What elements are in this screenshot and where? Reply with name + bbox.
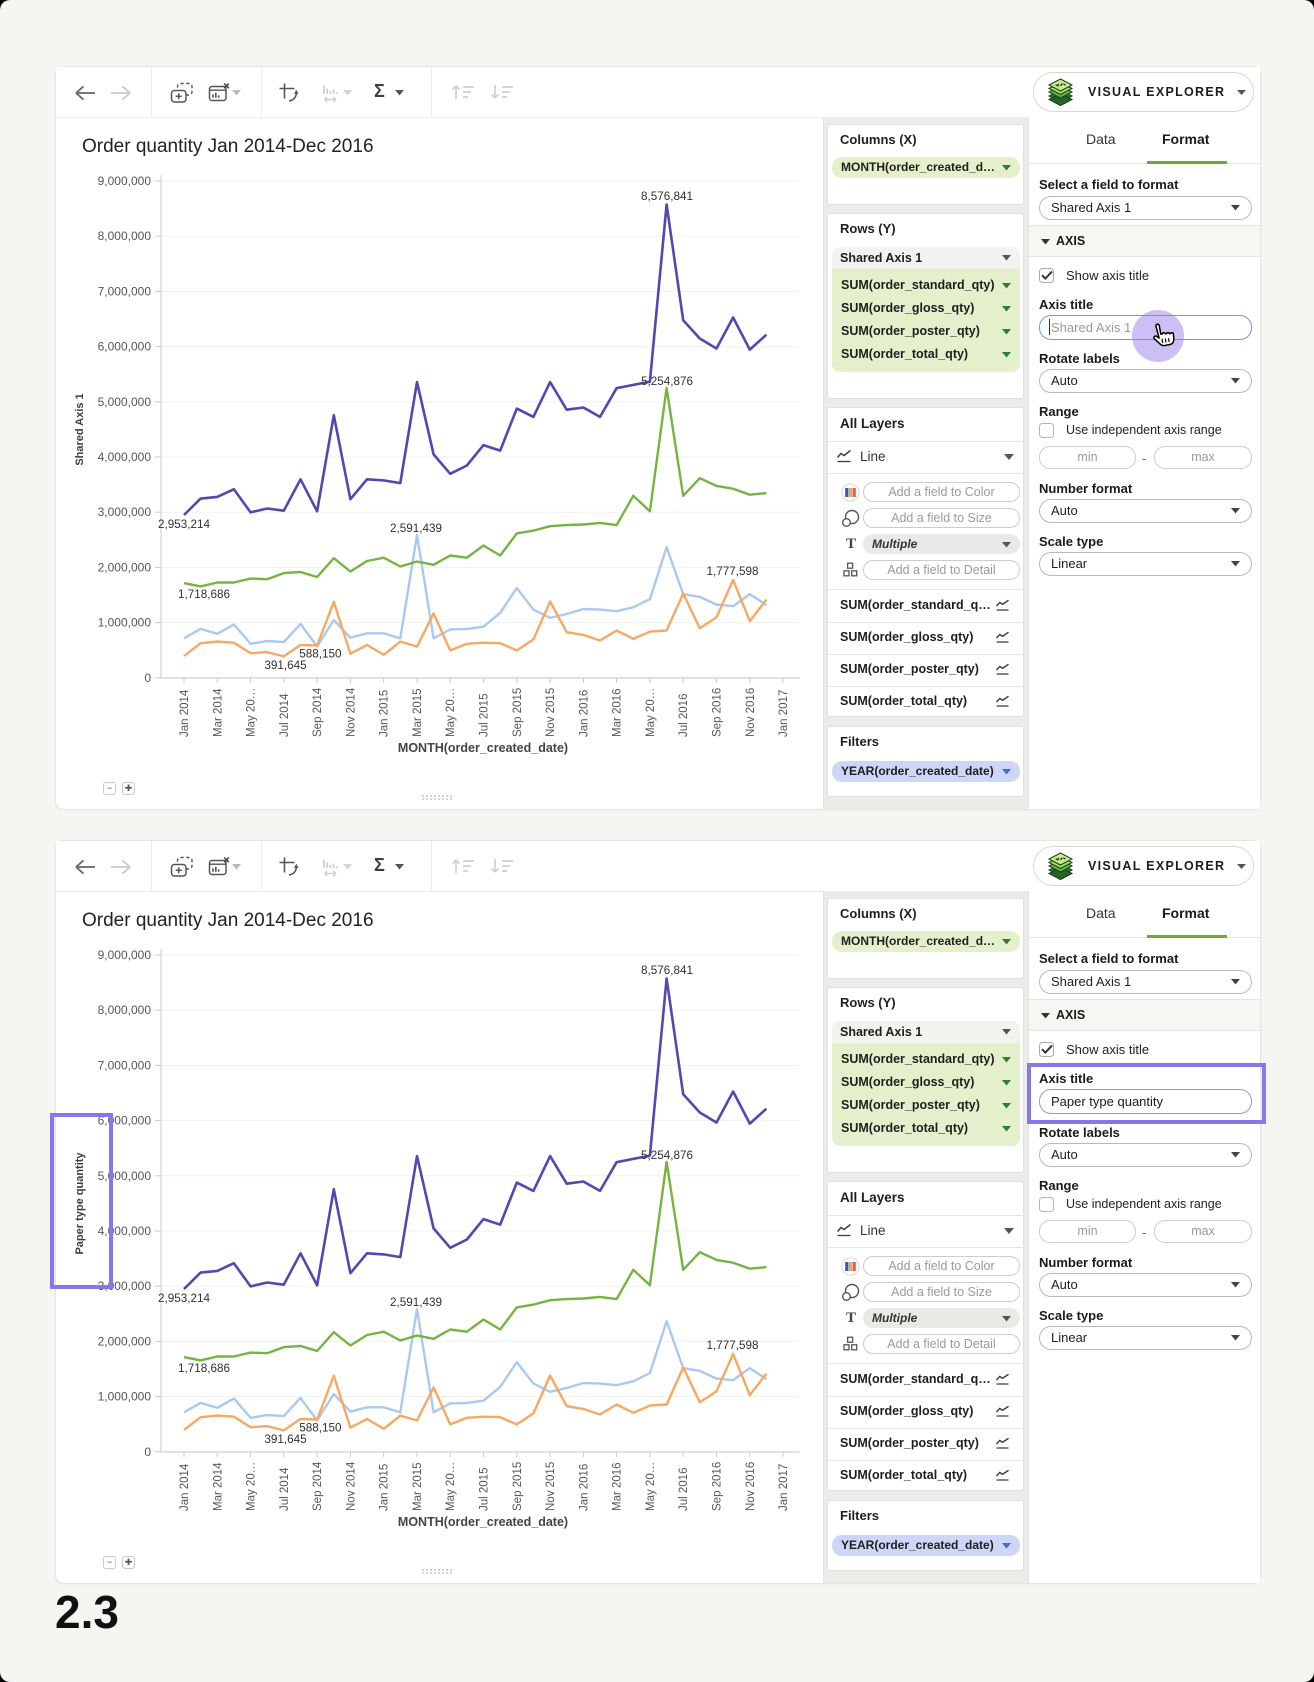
svg-text:T: T	[846, 1310, 856, 1325]
svg-text:T: T	[846, 536, 856, 551]
